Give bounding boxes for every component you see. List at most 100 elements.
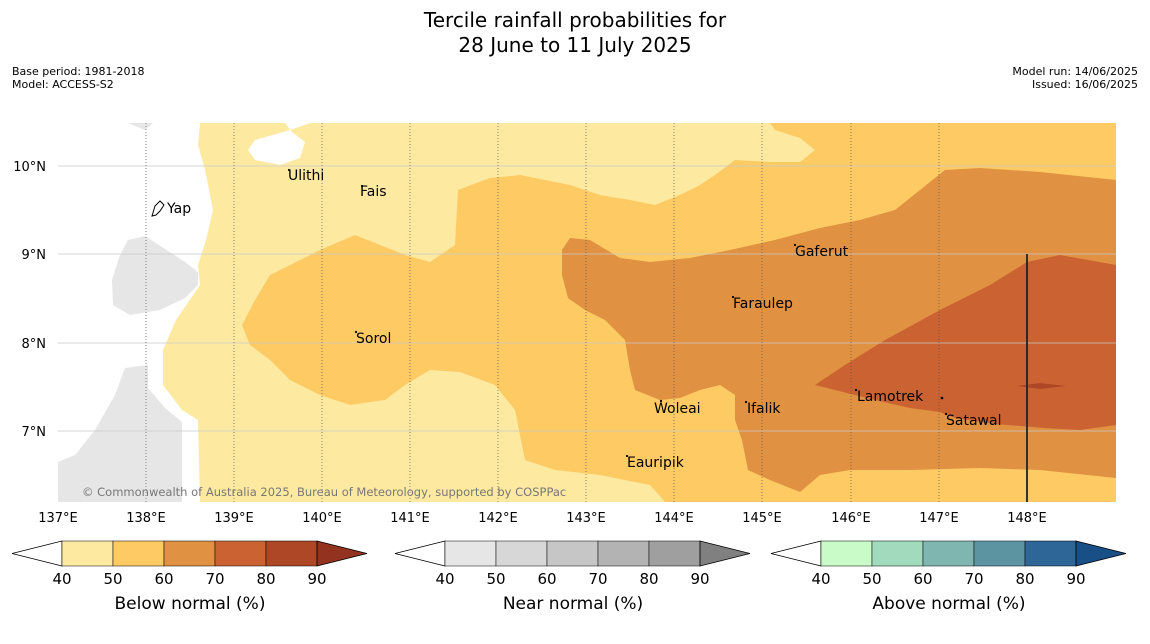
above-colorbar-segment	[922, 540, 975, 567]
model-run: Model run: 14/06/2025	[1012, 65, 1138, 78]
lon-label-147: 147°E	[919, 511, 959, 526]
lon-label-145: 145°E	[742, 511, 782, 526]
near-colorbar-tick-label: 40	[435, 570, 454, 588]
place-label-ulithi: Ulithi	[288, 168, 324, 184]
place-label-satawal: Satawal	[946, 413, 1001, 429]
lon-label-137: 137°E	[38, 511, 78, 526]
below-colorbar-segment	[265, 540, 318, 567]
white-notch-ulithi	[248, 123, 310, 165]
lamotrek-marker	[854, 388, 858, 392]
meta-left: Base period: 1981-2018 Model: ACCESS-S2	[12, 65, 144, 91]
ifalik-marker	[744, 400, 748, 404]
above-colorbar-high-arrow	[1075, 540, 1127, 567]
near-colorbar-segment	[495, 540, 548, 567]
below-colorbar-tick-label: 70	[205, 570, 224, 588]
lon-label-139: 139°E	[214, 511, 254, 526]
forecast-map	[58, 123, 1116, 502]
below-colorbar-tick-label: 50	[103, 570, 122, 588]
map-title: Tercile rainfall probabilities for 28 Ju…	[0, 8, 1150, 58]
lat-label-7: 7°N	[22, 425, 47, 440]
lat-label-10: 10°N	[13, 160, 46, 175]
copyright-notice: © Commonwealth of Australia 2025, Bureau…	[82, 485, 566, 499]
place-label-ifalik: Ifalik	[747, 401, 781, 417]
place-label-eauripik: Eauripik	[627, 455, 685, 471]
gaferut-marker	[793, 243, 797, 247]
issued-date: Issued: 16/06/2025	[1031, 78, 1138, 91]
meta-right: Model run: 14/06/2025 Issued: 16/06/2025	[1012, 65, 1138, 91]
lon-label-144: 144°E	[654, 511, 694, 526]
near-colorbar-tick-label: 70	[588, 570, 607, 588]
sorol-marker	[354, 330, 358, 334]
below-colorbar-tick-label: 90	[307, 570, 326, 588]
near-colorbar-tick-label: 80	[639, 570, 658, 588]
fais-marker	[360, 184, 364, 188]
place-label-sorol: Sorol	[356, 331, 391, 347]
lon-label-141: 141°E	[390, 511, 430, 526]
colorbar-near-normal: 40 50 60 70 80 90	[394, 540, 751, 588]
place-label-woleai: Woleai	[654, 401, 701, 417]
lon-label-148: 148°E	[1007, 511, 1047, 526]
above-colorbar-tick-label: 90	[1066, 570, 1085, 588]
title-line-2: 28 June to 11 July 2025	[458, 33, 692, 57]
title-line-1: Tercile rainfall probabilities for	[423, 8, 727, 32]
no-data-area-south	[58, 365, 182, 502]
lon-label-140: 140°E	[302, 511, 342, 526]
above-colorbar-segment	[820, 540, 873, 567]
dot-marker	[940, 396, 944, 400]
above-colorbar-segment	[871, 540, 924, 567]
lat-label-9: 9°N	[22, 248, 47, 263]
model-name: Model: ACCESS-S2	[12, 78, 114, 91]
below-colorbar-segment	[61, 540, 114, 567]
near-colorbar-tick-label: 60	[537, 570, 556, 588]
below-colorbar-high-arrow	[316, 540, 368, 567]
lon-label-143: 143°E	[566, 511, 606, 526]
below-80-90-patch	[1017, 383, 1066, 389]
above-colorbar-segment	[973, 540, 1026, 567]
faraulep-marker	[731, 295, 735, 299]
near-colorbar-segment	[444, 540, 497, 567]
above-colorbar-tick-label: 50	[862, 570, 881, 588]
above-colorbar-tick-label: 70	[964, 570, 983, 588]
colorbar-label-below: Below normal (%)	[114, 594, 266, 614]
place-label-fais: Fais	[360, 184, 387, 200]
base-period: Base period: 1981-2018	[12, 65, 145, 78]
island-markers	[151, 168, 948, 458]
woleai-marker	[659, 399, 663, 403]
place-label-yap: Yap	[166, 201, 191, 217]
colorbar-label-above: Above normal (%)	[872, 594, 1026, 614]
near-colorbar-segment	[597, 540, 650, 567]
gridlines	[58, 123, 1116, 502]
below-colorbar-tick-label: 80	[256, 570, 275, 588]
colorbar-above-normal: 40 50 60 70 80 90	[770, 540, 1127, 588]
near-colorbar-tick-label: 90	[690, 570, 709, 588]
above-colorbar-low-arrow	[770, 540, 822, 567]
eauripik-marker	[625, 454, 629, 458]
ulithi-marker	[287, 168, 291, 172]
place-label-faraulep: Faraulep	[733, 296, 793, 312]
below-colorbar-tick-label: 40	[52, 570, 71, 588]
lat-label-8: 8°N	[22, 337, 47, 352]
above-colorbar-segment	[1024, 540, 1077, 567]
lon-label-142: 142°E	[478, 511, 518, 526]
below-colorbar-low-arrow	[11, 540, 63, 567]
no-data-area-north	[128, 123, 153, 130]
below-colorbar-tick-label: 60	[154, 570, 173, 588]
near-colorbar-high-arrow	[699, 540, 751, 567]
near-colorbar-low-arrow	[394, 540, 446, 567]
place-label-gaferut: Gaferut	[795, 244, 849, 260]
yap-island-outline	[151, 200, 165, 217]
lon-label-146: 146°E	[831, 511, 871, 526]
above-colorbar-tick-label: 60	[913, 570, 932, 588]
above-colorbar-tick-label: 80	[1015, 570, 1034, 588]
place-label-lamotrek: Lamotrek	[857, 389, 924, 405]
colorbar-below-normal: 40 50 60 70 80 90	[11, 540, 368, 588]
near-colorbar-segment	[546, 540, 599, 567]
below-colorbar-segment	[112, 540, 165, 567]
no-data-area-yap	[112, 236, 198, 315]
colorbar-label-near: Near normal (%)	[502, 594, 644, 614]
above-colorbar-tick-label: 40	[811, 570, 830, 588]
lon-label-138: 138°E	[126, 511, 166, 526]
below-colorbar-segment	[214, 540, 267, 567]
near-colorbar-segment	[648, 540, 701, 567]
